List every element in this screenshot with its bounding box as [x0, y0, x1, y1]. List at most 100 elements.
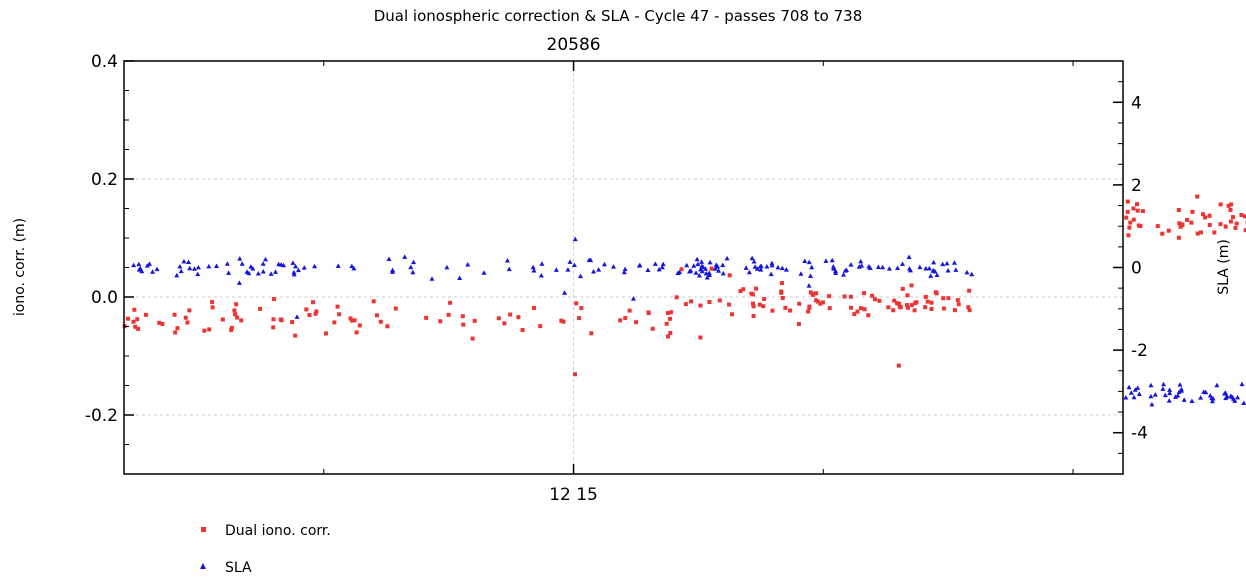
iono-point [290, 320, 295, 325]
sla-point [1135, 385, 1141, 390]
sla-point [301, 265, 307, 270]
sla-point [250, 265, 256, 271]
iono-point [646, 310, 651, 315]
iono-point [448, 300, 453, 305]
sla-point [481, 270, 487, 275]
sla-point [444, 264, 450, 270]
iono-point [1185, 217, 1190, 222]
iono-point [332, 320, 337, 325]
sla-point [831, 266, 837, 271]
iono-point [1233, 225, 1238, 230]
iono-point [729, 312, 734, 317]
sla-point [848, 262, 854, 267]
sla-point [1210, 396, 1216, 401]
iono-point [1135, 208, 1140, 213]
iono-point [966, 305, 971, 310]
iono-point [751, 304, 756, 309]
iono-point [1134, 202, 1139, 207]
sla-point [335, 263, 341, 268]
iono-point [1195, 231, 1200, 236]
sla-point [698, 266, 704, 272]
sla-point [754, 266, 760, 271]
iono-point [895, 301, 900, 306]
iono-point [669, 310, 674, 315]
sla-point [798, 271, 804, 276]
iono-point [235, 315, 240, 320]
iono-point [891, 308, 896, 313]
sla-point [806, 259, 812, 265]
sla-point [687, 269, 693, 274]
sla-point [945, 267, 951, 273]
sla-point [408, 264, 414, 270]
sla-point [236, 280, 242, 285]
iono-point [1226, 203, 1231, 208]
iono-point [941, 296, 946, 301]
sla-point [178, 268, 184, 274]
iono-point [886, 305, 891, 310]
sla-point [715, 264, 721, 269]
iono-point [1234, 221, 1239, 226]
sla-point [630, 296, 636, 301]
sla-point [1224, 394, 1230, 399]
iono-point [132, 307, 137, 312]
sla-point [293, 263, 299, 269]
sla-point [779, 265, 785, 271]
iono-point [310, 300, 315, 305]
iono-point [1239, 212, 1244, 217]
chart-title: Dual ionospheric correction & SLA - Cycl… [374, 7, 862, 25]
iono-point [814, 291, 819, 296]
iono-point [941, 306, 946, 311]
iono-point [808, 290, 813, 295]
sla-point [1232, 398, 1238, 403]
iono-point [783, 305, 788, 310]
iono-point [472, 318, 477, 323]
iono-point [378, 319, 383, 324]
sla-point [610, 264, 616, 269]
iono-point [674, 295, 679, 300]
iono-point [538, 324, 543, 329]
iono-point [627, 308, 632, 313]
sla-point [506, 266, 512, 272]
iono-point [460, 314, 465, 319]
iono-point [855, 309, 860, 314]
iono-point [337, 312, 342, 317]
sla-point [775, 264, 781, 270]
sla-point [694, 256, 700, 262]
sla-point [553, 267, 559, 272]
sla-point [504, 257, 510, 263]
sla-point [1167, 387, 1173, 392]
iono-point [796, 322, 801, 327]
iono-point [323, 331, 328, 336]
iono-point [934, 291, 939, 296]
sla-point [260, 269, 266, 274]
sla-point [1126, 384, 1132, 390]
sla-point [224, 261, 230, 266]
iono-point [698, 335, 703, 340]
sla-point [829, 257, 835, 263]
sla-point [751, 259, 757, 264]
data-points [122, 194, 1246, 407]
sla-point [255, 271, 261, 276]
iono-point [618, 318, 623, 323]
iono-point [634, 320, 639, 325]
sla-point [291, 269, 297, 275]
iono-point [1229, 202, 1234, 207]
iono-point [1178, 224, 1183, 229]
iono-point [371, 299, 376, 304]
iono-point [561, 319, 566, 324]
iono-point [461, 322, 466, 327]
sla-point [749, 255, 755, 261]
iono-point [956, 302, 961, 307]
sla-point [809, 264, 815, 270]
sla-point [1176, 389, 1182, 394]
iono-point [1125, 209, 1130, 214]
iono-point [304, 307, 309, 312]
iono-point [1166, 228, 1171, 233]
sla-point [1131, 394, 1137, 400]
sla-point [562, 290, 568, 295]
sla-point [1177, 382, 1183, 387]
sla-point [706, 270, 712, 275]
iono-point [496, 316, 501, 321]
sla-point [768, 271, 774, 277]
sla-point [195, 264, 201, 270]
